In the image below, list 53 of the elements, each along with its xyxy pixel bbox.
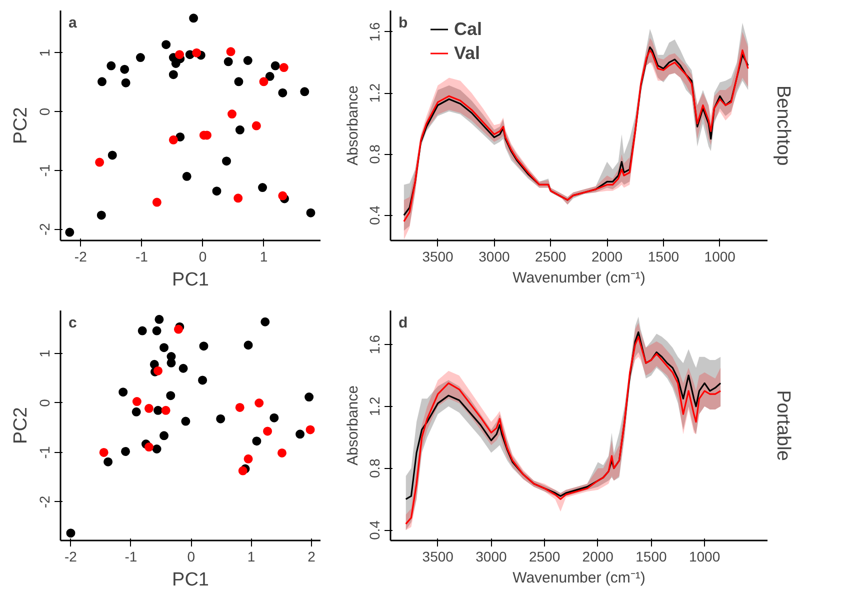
chart-title: d [398, 314, 408, 332]
x-axis-title: Wavenumber (cm⁻¹) [512, 570, 646, 586]
text: Portable [772, 390, 794, 461]
y-tick-label: -1 [36, 446, 52, 459]
x-tick-label: 3000 [476, 548, 507, 564]
x-axis-title: PC1 [172, 570, 209, 590]
chart-title: a [68, 14, 78, 32]
y-axis-title: PC2 [10, 407, 32, 444]
x-tick-label: 1500 [636, 548, 668, 564]
y-tick-label: -2 [36, 495, 52, 508]
y-tick-label: -1 [36, 164, 52, 177]
x-tick-label: 2000 [591, 248, 623, 264]
text: Benchtop [772, 85, 794, 166]
y-tick-label: 1.6 [366, 22, 382, 42]
y-axis-title: PC2 [10, 107, 32, 144]
y-tick-label: 0.8 [366, 144, 382, 164]
x-tick-label: -2 [74, 248, 88, 264]
y-tick-label: 1 [36, 48, 52, 57]
chart-title: b [398, 14, 408, 32]
x-tick-label: 3500 [422, 548, 454, 564]
x-tick-label: 3000 [478, 248, 510, 264]
y-tick-label: 0 [36, 398, 52, 407]
y-tick-label: 0.8 [366, 458, 382, 478]
y-axis-title: Absorbance [344, 85, 362, 166]
x-tick-label: 1000 [688, 548, 720, 564]
x-axis-title: PC1 [172, 270, 209, 290]
y-tick-label: -2 [36, 222, 52, 236]
x-tick-label: 1 [247, 548, 256, 564]
x-tick-label: 0 [187, 548, 196, 564]
x-axis-title: Wavenumber (cm⁻¹) [512, 270, 646, 286]
x-tick-label: 2 [308, 548, 316, 564]
x-tick-label: 1 [260, 248, 268, 264]
y-tick-label: 1 [36, 349, 52, 358]
x-tick-label: 2500 [528, 548, 560, 564]
x-tick-label: -1 [135, 248, 148, 264]
x-tick-label: -1 [124, 548, 138, 564]
y-tick-label: 1.2 [366, 396, 382, 416]
legend-label: Cal [454, 18, 482, 40]
y-tick-label: 1.2 [366, 83, 382, 103]
x-tick-label: 1500 [648, 248, 680, 264]
y-tick-label: 0.4 [366, 205, 382, 226]
y-tick-label: 0 [36, 108, 52, 116]
chart-title: c [68, 314, 77, 332]
legend-label: Val [454, 42, 480, 64]
x-tick-label: 1000 [704, 248, 736, 264]
x-tick-label: -2 [64, 548, 78, 564]
y-tick-label: 0.4 [366, 520, 382, 540]
x-tick-label: 0 [198, 248, 207, 264]
y-tick-label: 1.6 [366, 334, 382, 354]
x-tick-label: 2000 [582, 548, 614, 564]
y-axis-title: Absorbance [344, 385, 362, 466]
x-tick-label: 2500 [535, 248, 566, 264]
x-tick-label: 3500 [422, 248, 454, 264]
